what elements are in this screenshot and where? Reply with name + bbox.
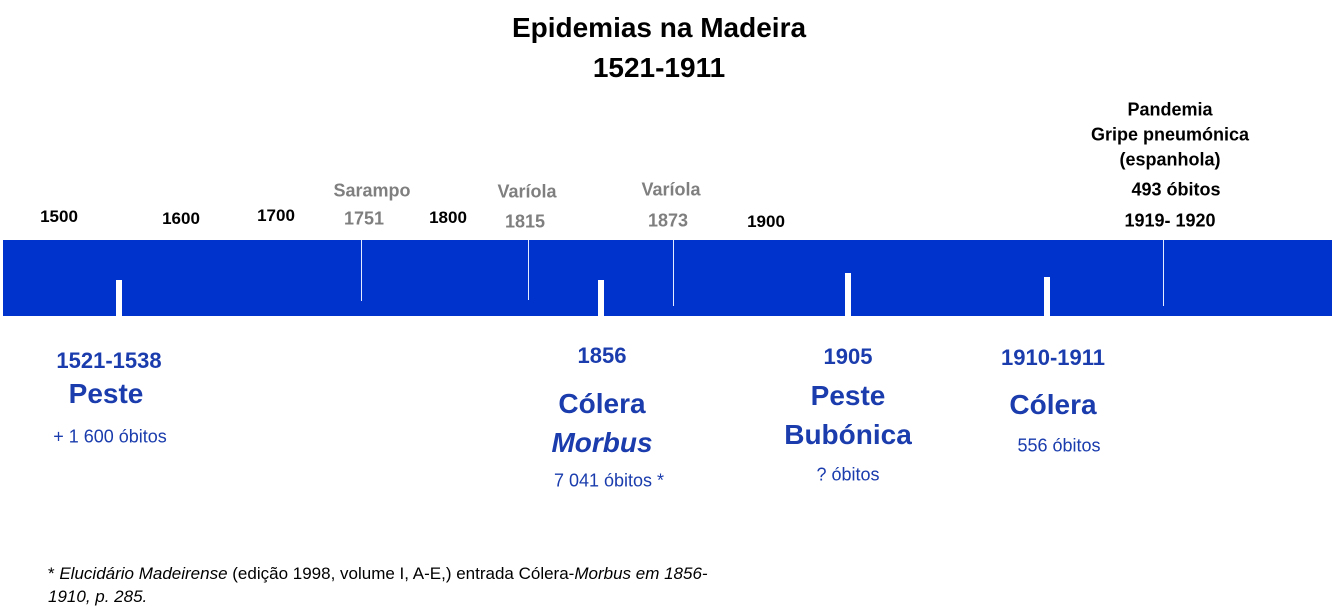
century-label: 1600 bbox=[162, 209, 200, 228]
event-name: Sarampo bbox=[333, 180, 411, 201]
title: Epidemias na Madeira bbox=[511, 12, 807, 43]
timeline-tick bbox=[673, 240, 674, 306]
event-name: Varíola bbox=[641, 179, 701, 200]
timeline-tick bbox=[361, 240, 362, 301]
event-name: Bubónica bbox=[784, 419, 912, 450]
event-year: 1919- 1920 bbox=[1124, 210, 1216, 231]
event-deaths: 493 óbitos bbox=[1131, 179, 1221, 200]
footnote-text: (edição 1998, volume I, A-E,) entrada Có… bbox=[227, 564, 575, 583]
event-year: 1751 bbox=[343, 208, 385, 229]
event-name: Peste bbox=[68, 378, 144, 409]
timeline-tick bbox=[1163, 240, 1164, 306]
century-label: 1700 bbox=[257, 206, 295, 225]
footnote-text: * bbox=[48, 564, 60, 583]
timeline-marker bbox=[598, 280, 604, 316]
event-name: Varíola bbox=[497, 181, 557, 202]
century-label: 1500 bbox=[40, 207, 78, 226]
event-years: 1905 bbox=[823, 344, 873, 369]
event-year: 1815 bbox=[504, 211, 546, 232]
timeline-tick bbox=[528, 240, 529, 300]
footnote: * Elucidário Madeirense (edição 1998, vo… bbox=[48, 562, 748, 608]
event-name: Gripe pneumónica bbox=[1090, 124, 1250, 145]
footnote-text: Morbus em 1856-1910, p. 285. bbox=[48, 564, 708, 606]
timeline-marker bbox=[116, 280, 122, 316]
event-deaths: 556 óbitos bbox=[1017, 435, 1101, 456]
event-years: 1521-1538 bbox=[56, 348, 162, 373]
event-year: 1873 bbox=[647, 210, 689, 231]
event-deaths: ? óbitos bbox=[816, 464, 880, 485]
event-deaths: + 1 600 óbitos bbox=[53, 426, 167, 447]
timeline-marker bbox=[845, 273, 851, 316]
event-name: Peste bbox=[810, 380, 886, 411]
event-name: (espanhola) bbox=[1119, 149, 1221, 170]
event-years: 1910-1911 bbox=[1001, 345, 1105, 370]
event-name: Morbus bbox=[551, 427, 653, 458]
timeline-bar bbox=[3, 240, 1332, 316]
event-name: Cólera bbox=[1009, 389, 1097, 420]
century-label: 1800 bbox=[429, 208, 467, 227]
event-name: Cólera bbox=[558, 388, 646, 419]
event-years: 1856 bbox=[577, 343, 627, 368]
timeline-marker bbox=[1044, 277, 1050, 316]
event-deaths: 7 041 óbitos * bbox=[553, 470, 665, 491]
century-label: 1900 bbox=[747, 212, 785, 231]
subtitle: 1521-1911 bbox=[592, 52, 726, 83]
event-name: Pandemia bbox=[1127, 99, 1213, 120]
footnote-text: Elucidário Madeirense bbox=[59, 564, 228, 583]
